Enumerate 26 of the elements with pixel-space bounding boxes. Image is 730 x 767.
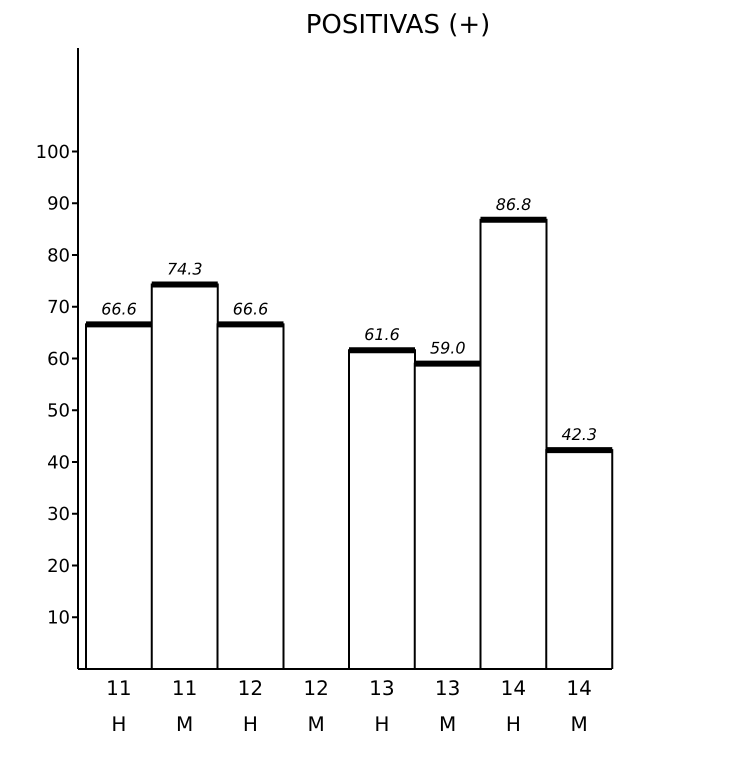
y-tick-label: 80 [47, 245, 70, 266]
x-tick-label: 14 H [500, 676, 526, 736]
x-tick-label: 13 H [369, 676, 395, 736]
x-tick-label: 11 H [106, 676, 132, 736]
data-label: 66.6 [101, 299, 137, 318]
y-tick-label: 70 [47, 297, 70, 318]
data-label: 86.8 [496, 194, 532, 214]
data-label: 74.3 [166, 259, 203, 278]
y-tick-label: 30 [47, 504, 70, 526]
x-tick-label: 12 H [238, 676, 264, 736]
y-tick-label: 10 [47, 608, 70, 629]
data-label: 61.6 [364, 325, 400, 344]
y-tick-label: 100 [36, 142, 70, 163]
y-tick-label: 20 [47, 556, 70, 577]
data-label: 42.3 [561, 425, 598, 444]
data-label: 59.0 [430, 338, 466, 358]
data-label: 66.6 [232, 299, 268, 318]
y-tick-label: 90 [47, 194, 70, 215]
y-tick-label: 40 [47, 452, 70, 474]
chart-title: POSITIVAS (+) [304, 10, 492, 40]
x-tick-label: 12 M [303, 676, 329, 736]
x-tick-label: 11 M [172, 676, 198, 736]
y-tick-label: 60 [47, 348, 70, 370]
x-tick-label: 14 M [566, 676, 592, 736]
y-tick-label: 50 [47, 400, 70, 422]
x-tick-label: 13 M [434, 676, 460, 736]
